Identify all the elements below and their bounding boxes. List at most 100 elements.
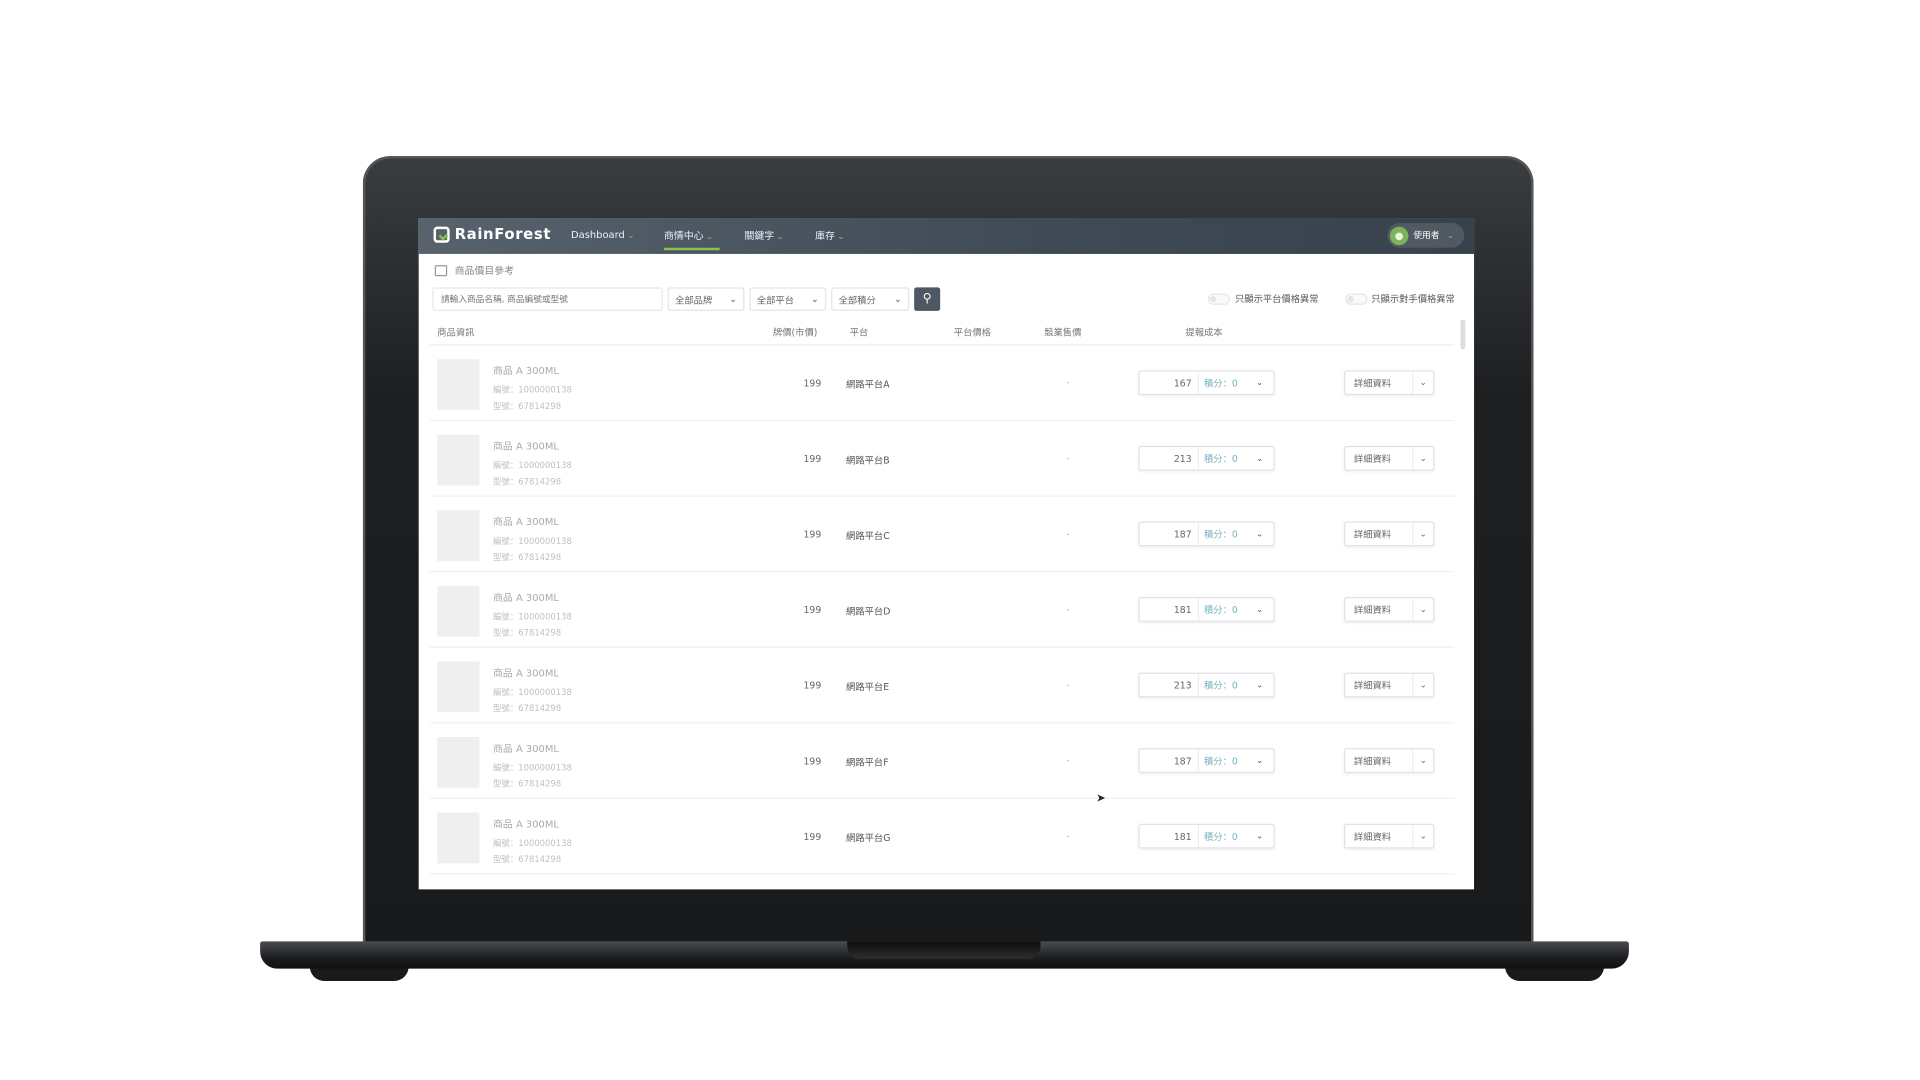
scrollbar[interactable] <box>1460 319 1466 350</box>
search-input[interactable] <box>432 287 663 311</box>
detail-label[interactable]: 詳細資料 <box>1345 522 1414 546</box>
chevron-down-icon[interactable]: ⌄ <box>1256 680 1264 690</box>
chevron-down-icon[interactable]: ⌄ <box>1256 453 1264 464</box>
logo[interactable]: RainForest <box>433 225 552 243</box>
platform-anomaly-toggle[interactable] <box>1207 293 1231 305</box>
nav-market-center[interactable]: 商情中心 ⌄ <box>664 229 713 243</box>
product-name[interactable]: 商品 A 300ML <box>493 667 559 679</box>
product-name[interactable]: 商品 A 300ML <box>493 743 559 755</box>
detail-label[interactable]: 詳細資料 <box>1345 371 1414 394</box>
nav-label: 關鍵字 <box>744 230 775 242</box>
product-code: 編號：1000000138 <box>493 460 572 471</box>
nav-dashboard[interactable]: Dashboard ⌄ <box>571 229 635 240</box>
detail-label[interactable]: 詳細資料 <box>1345 824 1414 848</box>
column-header: 平台價格 <box>953 327 991 339</box>
product-name[interactable]: 商品 A 300ML <box>493 516 559 528</box>
cost-value[interactable]: 213 <box>1140 447 1200 470</box>
chevron-down-icon: ⌄ <box>810 293 819 305</box>
product-model: 型號：67814298 <box>493 854 562 865</box>
cost-field[interactable]: 181 積分：0 ⌄ <box>1138 823 1275 849</box>
cost-field[interactable]: 187 積分：0 ⌄ <box>1138 521 1275 547</box>
chevron-down-icon: ⌄ <box>837 231 845 242</box>
detail-button[interactable]: 詳細資料 ⌄ <box>1343 597 1435 622</box>
detail-label[interactable]: 詳細資料 <box>1345 447 1414 470</box>
detail-label[interactable]: 詳細資料 <box>1345 598 1414 621</box>
list-price: 199 <box>803 377 822 389</box>
search-button[interactable]: ⚲ <box>914 287 941 311</box>
cost-value[interactable]: 167 <box>1140 371 1200 394</box>
detail-button[interactable]: 詳細資料 ⌄ <box>1343 823 1435 849</box>
detail-label[interactable]: 詳細資料 <box>1345 673 1414 697</box>
chevron-down-icon[interactable]: ⌄ <box>1256 604 1264 615</box>
product-name[interactable]: 商品 A 300ML <box>493 818 559 830</box>
product-model: 型號：67814298 <box>493 779 562 790</box>
detail-button[interactable]: 詳細資料 ⌄ <box>1343 445 1435 471</box>
chevron-down-icon[interactable]: ⌄ <box>1419 680 1427 690</box>
chevron-down-icon: ⌄ <box>706 231 714 242</box>
points-value: 積分：0 <box>1204 377 1238 389</box>
platform-name: 網路平台F <box>846 756 889 768</box>
chevron-down-icon[interactable]: ⌄ <box>1256 528 1264 539</box>
chevron-down-icon[interactable]: ⌄ <box>1419 453 1427 464</box>
cost-value[interactable]: 187 <box>1140 749 1200 772</box>
detail-label[interactable]: 詳細資料 <box>1345 749 1414 772</box>
list-price: 199 <box>803 755 822 767</box>
product-image <box>437 585 480 637</box>
nav-label: 庫存 <box>815 230 835 242</box>
list-price: 199 <box>803 680 822 692</box>
product-name[interactable]: 商品 A 300ML <box>493 440 559 453</box>
laptop-notch <box>847 941 1041 959</box>
competitor-price: - <box>1066 755 1070 766</box>
product-model: 型號：67814298 <box>493 703 562 714</box>
user-menu[interactable]: ● 使用者 ⌄ <box>1387 222 1465 248</box>
detail-button[interactable]: 詳細資料 ⌄ <box>1343 748 1435 773</box>
cost-field[interactable]: 167 積分：0 ⌄ <box>1138 370 1275 396</box>
cost-field[interactable]: 181 積分：0 ⌄ <box>1138 597 1275 622</box>
user-name: 使用者 <box>1413 230 1440 241</box>
logo-text: RainForest <box>454 225 552 243</box>
laptop-foot <box>1505 966 1605 982</box>
cost-value[interactable]: 187 <box>1140 522 1200 546</box>
cost-field[interactable]: 213 積分：0 ⌄ <box>1138 672 1275 698</box>
platform-name: 網路平台C <box>846 530 890 542</box>
platform-select[interactable]: 全部平台 ⌄ <box>749 287 827 311</box>
competitor-price: - <box>1066 453 1070 464</box>
chevron-down-icon[interactable]: ⌄ <box>1419 528 1427 539</box>
competitor-price: - <box>1066 604 1070 615</box>
laptop-foot <box>309 966 409 982</box>
chevron-down-icon[interactable]: ⌄ <box>1419 831 1427 842</box>
cost-field[interactable]: 187 積分：0 ⌄ <box>1138 748 1275 773</box>
cost-value[interactable]: 213 <box>1140 673 1200 697</box>
chevron-down-icon[interactable]: ⌄ <box>1419 377 1427 388</box>
product-image <box>437 737 480 788</box>
product-name[interactable]: 商品 A 300ML <box>493 592 559 604</box>
product-image <box>437 510 480 562</box>
competitor-anomaly-toggle[interactable] <box>1345 293 1368 305</box>
cost-value[interactable]: 181 <box>1140 824 1200 848</box>
product-name[interactable]: 商品 A 300ML <box>493 365 559 377</box>
points-select[interactable]: 全部積分 ⌄ <box>831 287 910 311</box>
nav-label: Dashboard <box>571 229 625 241</box>
column-header: 競業售價 <box>1044 327 1082 339</box>
page-title: 商品價目參考 <box>454 265 515 277</box>
nav-keywords[interactable]: 關鍵字 ⌄ <box>744 229 783 243</box>
detail-button[interactable]: 詳細資料 ⌄ <box>1343 370 1435 396</box>
table-row: 商品 A 300ML 編號：1000000138 型號：67814298 199… <box>429 723 1455 799</box>
chevron-down-icon[interactable]: ⌄ <box>1419 604 1427 615</box>
brand-select[interactable]: 全部品牌 ⌄ <box>667 287 745 311</box>
table-row: 商品 A 300ML 編號：1000000138 型號：67814298 199… <box>429 346 1455 422</box>
platform-name: 網路平台E <box>846 681 890 693</box>
competitor-price: - <box>1066 680 1070 690</box>
product-code: 編號：1000000138 <box>493 838 572 849</box>
detail-button[interactable]: 詳細資料 ⌄ <box>1343 672 1435 698</box>
chevron-down-icon[interactable]: ⌄ <box>1256 377 1264 388</box>
nav-inventory[interactable]: 庫存 ⌄ <box>815 229 845 243</box>
active-tab-indicator <box>663 247 720 251</box>
cost-value[interactable]: 181 <box>1140 598 1200 621</box>
detail-button[interactable]: 詳細資料 ⌄ <box>1343 521 1435 547</box>
chevron-down-icon[interactable]: ⌄ <box>1419 755 1427 766</box>
cost-field[interactable]: 213 積分：0 ⌄ <box>1138 445 1275 471</box>
chevron-down-icon[interactable]: ⌄ <box>1256 755 1264 766</box>
column-header: 提報成本 <box>1185 327 1223 339</box>
chevron-down-icon[interactable]: ⌄ <box>1256 831 1264 842</box>
